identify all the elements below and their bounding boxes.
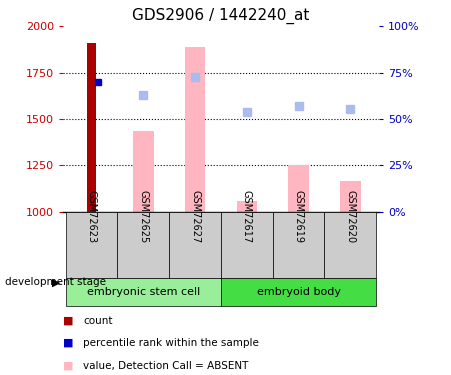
Bar [185,46,206,212]
Text: ▶: ▶ [52,277,60,287]
Bar [169,212,221,278]
Text: GSM72617: GSM72617 [242,190,252,243]
Text: embryonic stem cell: embryonic stem cell [87,286,200,297]
Text: ■: ■ [63,338,74,348]
Text: GSM72625: GSM72625 [138,190,148,243]
Bar [66,212,117,278]
Text: embryoid body: embryoid body [257,286,341,297]
Bar [288,165,309,212]
Bar [117,212,169,278]
Text: GSM72623: GSM72623 [87,190,97,243]
Text: GSM72620: GSM72620 [345,190,355,243]
Bar [273,212,325,278]
Bar [66,278,221,306]
Bar [340,181,361,212]
Text: development stage: development stage [5,277,106,287]
Text: ■: ■ [63,361,74,370]
Title: GDS2906 / 1442240_at: GDS2906 / 1442240_at [132,7,310,24]
Bar [221,212,273,278]
Text: GSM72619: GSM72619 [294,190,304,243]
Bar [325,212,376,278]
Bar [236,201,257,212]
Bar [133,131,154,212]
Text: ■: ■ [63,316,74,326]
Bar [87,43,96,212]
Bar [221,278,376,306]
Text: GSM72627: GSM72627 [190,190,200,243]
Text: count: count [83,316,113,326]
Text: percentile rank within the sample: percentile rank within the sample [83,338,259,348]
Text: value, Detection Call = ABSENT: value, Detection Call = ABSENT [83,361,249,370]
